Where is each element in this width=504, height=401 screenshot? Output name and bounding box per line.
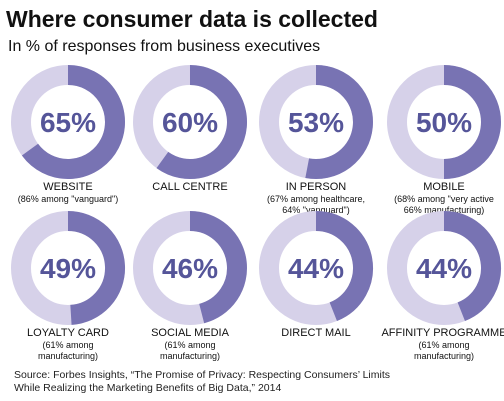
donut-note-loyalty-card-2: manufacturing) [38, 351, 98, 361]
donut-label-mobile: MOBILE [423, 181, 465, 193]
source-line-1: Source: Forbes Insights, “The Promise of… [14, 369, 390, 381]
donut-value-call-centre: 60% [162, 107, 218, 138]
donut-value-loyalty-card: 49% [40, 253, 96, 284]
donut-label-call-centre: CALL CENTRE [152, 181, 227, 193]
donut-note-affinity-programme-2: manufacturing) [414, 351, 474, 361]
donut-label-social-media: SOCIAL MEDIA [151, 327, 229, 339]
donut-label-affinity-programme: AFFINITY PROGRAMME [381, 327, 504, 339]
donut-note-mobile-2: 66% manufacturing) [404, 205, 485, 215]
donut-value-in-person: 53% [288, 107, 344, 138]
donut-arc-call-centre [156, 65, 247, 179]
donut-note-in-person-2: 64% "vanguard") [282, 205, 349, 215]
donut-label-loyalty-card: LOYALTY CARD [27, 327, 109, 339]
donut-note-mobile-1: (68% among "very active [394, 194, 494, 204]
donut-arc-website [21, 65, 125, 179]
chart-subtitle: In % of responses from business executiv… [8, 38, 321, 55]
donut-value-affinity-programme: 44% [416, 253, 472, 284]
source-line-2: While Realizing the Marketing Benefits o… [14, 382, 282, 394]
donut-arc-mobile [443, 65, 501, 179]
donut-note-affinity-programme-1: (61% among [418, 340, 469, 350]
donut-note-social-media-2: manufacturing) [160, 351, 220, 361]
donut-arc-direct-mail [315, 211, 373, 321]
donut-label-direct-mail: DIRECT MAIL [281, 327, 350, 339]
donut-value-website: 65% [40, 107, 96, 138]
donut-value-direct-mail: 44% [288, 253, 344, 284]
donut-note-social-media-1: (61% among [164, 340, 215, 350]
donut-note-in-person-1: (67% among healthcare, [267, 194, 365, 204]
donut-value-social-media: 46% [162, 253, 218, 284]
donut-arc-loyalty-card [67, 211, 126, 325]
source-note: Source: Forbes Insights, “The Promise of… [14, 369, 390, 395]
donut-note-loyalty-card-1: (61% among [42, 340, 93, 350]
donut-arc-in-person [305, 65, 373, 179]
chart-title: Where consumer data is collected [6, 6, 378, 32]
donut-arc-social-media [189, 211, 247, 324]
donut-label-website: WEBSITE [43, 181, 93, 193]
donut-arc-affinity-programme [443, 211, 501, 321]
donut-value-mobile: 50% [416, 107, 472, 138]
donut-label-in-person: IN PERSON [286, 181, 347, 193]
donut-note-website-1: (86% among "vanguard") [18, 194, 118, 204]
